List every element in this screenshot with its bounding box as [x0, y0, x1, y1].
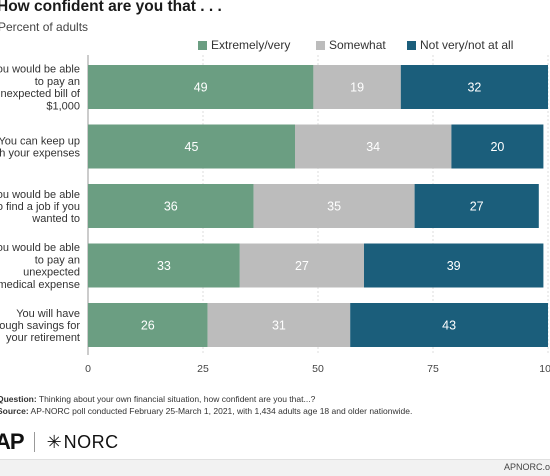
bar-value-label: 35 — [327, 200, 341, 214]
bar-segment — [350, 303, 548, 347]
bar-value-label: 39 — [447, 259, 461, 273]
bar-segment — [88, 124, 295, 169]
category-label: with your expenses — [0, 148, 80, 160]
category-label: your retirement — [6, 332, 80, 344]
legend-swatch-somewhat — [316, 40, 325, 50]
bar-value-label: 19 — [350, 81, 364, 95]
chart-title: How confident are you that . . . — [0, 0, 222, 15]
category-label: $1,000 — [46, 100, 80, 112]
x-tick-label: 25 — [197, 363, 209, 375]
category-label: enough savings for — [0, 320, 80, 332]
bar-segment — [414, 184, 539, 228]
footer-bar: APNORC.org — [0, 459, 550, 476]
bar-segment — [451, 124, 544, 169]
bar-segment — [239, 243, 364, 288]
legend-label-extremely-very: Extremely/very — [211, 38, 291, 52]
bar-segment — [88, 65, 314, 109]
category-label: wanted to — [31, 213, 80, 225]
bar-value-label: 33 — [157, 259, 171, 273]
chart-notes: Question: Thinking about your own financ… — [0, 393, 412, 417]
bar-value-label: 36 — [164, 200, 178, 214]
logo-row: AP ✳ NORC — [0, 427, 119, 457]
category-label: You would be able — [0, 242, 80, 254]
source-label: Source: — [0, 406, 29, 416]
source-text: AP-NORC poll conducted February 25-March… — [28, 406, 413, 416]
bar-segment — [88, 303, 208, 347]
question-text: Thinking about your own financial situat… — [36, 394, 316, 404]
x-tick-label: 50 — [312, 363, 324, 375]
norc-logo: NORC — [63, 431, 119, 452]
legend-label-not-very: Not very/not at all — [420, 38, 514, 52]
x-tick-label: 75 — [427, 363, 439, 375]
logo-divider — [33, 432, 35, 452]
legend-label-somewhat: Somewhat — [329, 38, 386, 52]
category-label: unexpected — [23, 267, 80, 279]
legend-swatch-not-very — [407, 40, 416, 50]
x-tick-label: 0 — [85, 363, 91, 375]
bar-value-label: 31 — [272, 319, 286, 333]
question-note: Question: Thinking about your own financ… — [0, 393, 412, 405]
legend-item-somewhat: Somewhat — [316, 38, 386, 52]
bar-value-label: 32 — [467, 81, 481, 95]
category-label: You would be able — [0, 189, 80, 201]
category-label: unexpected bill of — [0, 88, 81, 100]
legend-item-extremely-very: Extremely/very — [198, 38, 290, 52]
category-label: to pay an — [35, 76, 80, 88]
legend-item-not-very: Not very/not at all — [407, 38, 513, 52]
category-label: You can keep up — [0, 135, 80, 147]
bar-segment — [313, 65, 401, 109]
bar-value-label: 49 — [194, 81, 208, 95]
bar-segment — [88, 184, 254, 228]
bar-segment — [364, 243, 544, 288]
category-label: to find a job if you — [0, 201, 80, 213]
bar-value-label: 26 — [141, 319, 155, 333]
bar-value-label: 43 — [442, 319, 456, 333]
bar-segment — [295, 124, 452, 169]
bar-value-label: 20 — [490, 140, 504, 154]
question-label: Question: — [0, 394, 37, 404]
category-label: medical expense — [0, 279, 80, 291]
bar-value-label: 45 — [185, 140, 199, 154]
norc-asterisk-icon: ✳ — [46, 431, 62, 452]
bar-segment — [207, 303, 351, 347]
ap-logo: AP — [0, 429, 25, 454]
category-label: You will have — [16, 308, 80, 320]
chart-subtitle: Percent of adults — [0, 20, 89, 34]
footer-site-link[interactable]: APNORC.org — [503, 462, 550, 472]
legend-swatch-extremely-very — [198, 40, 207, 50]
bar-segment — [400, 65, 548, 109]
bar-value-label: 27 — [470, 200, 484, 214]
bar-value-label: 27 — [295, 259, 309, 273]
bar-segment — [88, 243, 240, 288]
x-tick-label: 100 — [539, 363, 550, 375]
category-label: You would be able — [0, 64, 80, 76]
source-note: Source: AP-NORC poll conducted February … — [0, 405, 412, 417]
category-label: to pay an — [35, 254, 80, 266]
bar-value-label: 34 — [366, 140, 380, 154]
bar-segment — [253, 184, 415, 228]
